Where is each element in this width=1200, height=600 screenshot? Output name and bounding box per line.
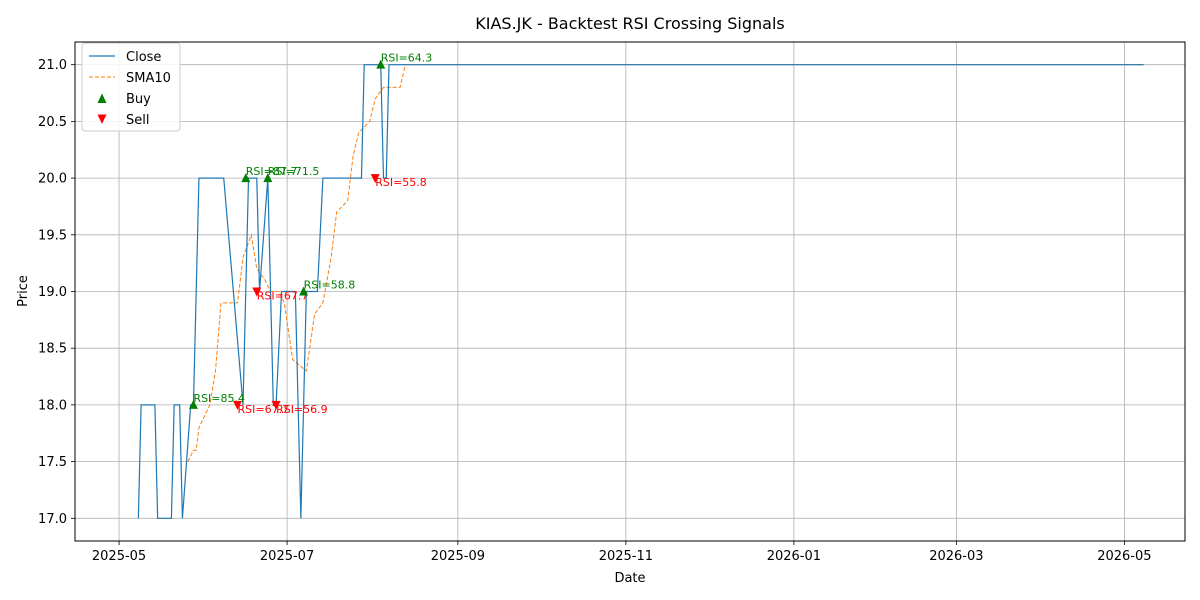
legend-buy-marker <box>97 93 107 103</box>
x-tick-label: 2025-09 <box>431 549 485 564</box>
y-tick-label: 18.0 <box>38 398 67 413</box>
buy-rsi-label: RSI=85.4 <box>193 392 245 405</box>
legend-close-label: Close <box>126 50 161 65</box>
buy-rsi-label: RSI=71.5 <box>268 165 320 178</box>
sell-rsi-label: RSI=67.7 <box>257 290 309 303</box>
y-tick-label: 18.5 <box>38 342 67 357</box>
x-tick-label: 2026-01 <box>767 549 821 564</box>
x-axis-label: Date <box>614 571 645 586</box>
sell-marker <box>370 174 380 184</box>
buy-marker <box>376 59 386 69</box>
legend-sell-label: Sell <box>126 113 149 128</box>
y-tick-label: 17.0 <box>38 512 67 527</box>
y-tick-label: 17.5 <box>38 455 67 470</box>
legend: Close SMA10 Buy Sell <box>81 42 181 132</box>
axes: 2025-05 2025-07 2025-09 2025-11 2026-01 2026-… <box>38 58 1152 564</box>
y-tick-label: 19.5 <box>38 228 67 243</box>
buy-rsi-label: RSI=64.3 <box>381 52 433 65</box>
x-tick-label: 2025-05 <box>92 549 146 564</box>
x-tick-label: 2026-03 <box>929 549 983 564</box>
sell-marker <box>252 287 262 297</box>
y-tick-label: 20.0 <box>38 172 67 187</box>
legend-buy-label: Buy <box>126 92 151 107</box>
sell-rsi-label: RSI=55.8 <box>375 176 427 189</box>
x-tick-label: 2025-11 <box>599 549 653 564</box>
sma10-series <box>187 64 1144 462</box>
signal-markers: RSI=85.4RSI=67.7RSI=87.7RSI=67.7RSI=71.5… <box>188 52 433 416</box>
close-line <box>137 64 1144 519</box>
y-tick-label: 21.0 <box>38 58 67 73</box>
y-axis-label: Price <box>16 275 31 307</box>
sma10-line <box>187 64 1144 462</box>
legend-sell-marker <box>97 114 107 124</box>
x-tick-label: 2026-05 <box>1097 549 1151 564</box>
y-tick-label: 20.5 <box>38 115 67 130</box>
buy-marker <box>241 173 251 183</box>
buy-rsi-label: RSI=87.7 <box>246 165 298 178</box>
close-series <box>137 64 1144 519</box>
grid-lines <box>75 42 1185 541</box>
legend-box <box>81 42 181 132</box>
sell-marker <box>271 400 281 410</box>
sell-marker <box>233 400 243 410</box>
chart-title: KIAS.JK - Backtest RSI Crossing Signals <box>475 14 784 33</box>
buy-marker <box>299 286 309 296</box>
buy-rsi-label: RSI=58.8 <box>304 279 356 292</box>
y-tick-label: 19.0 <box>38 285 67 300</box>
buy-marker <box>263 173 273 183</box>
x-tick-label: 2025-07 <box>260 549 314 564</box>
buy-marker <box>188 399 198 409</box>
sell-rsi-label: RSI=56.9 <box>276 403 328 416</box>
legend-sma10-label: SMA10 <box>126 71 171 86</box>
